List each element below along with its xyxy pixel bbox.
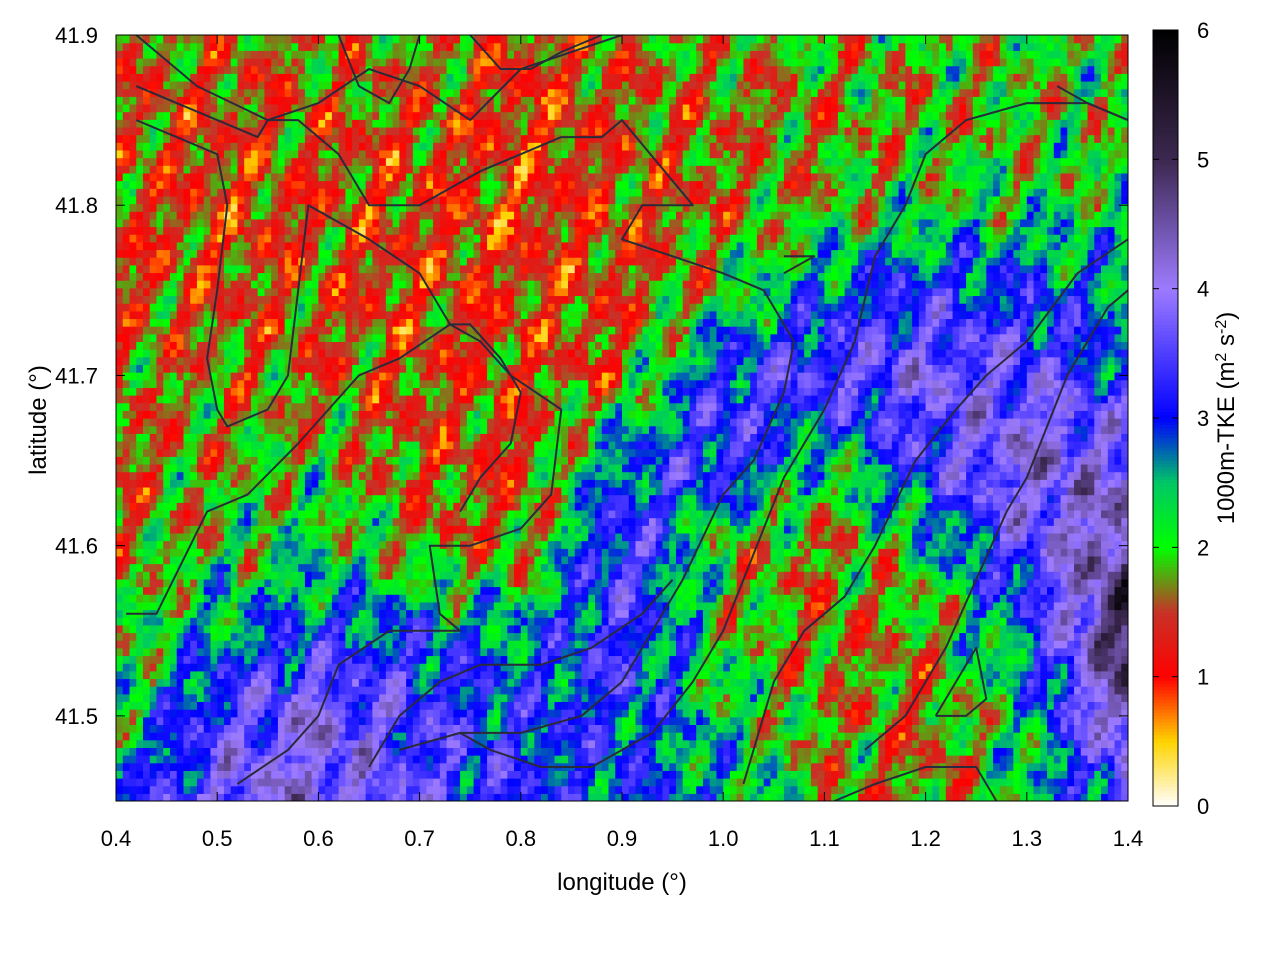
contour-line-3 bbox=[135, 35, 623, 122]
contour-line-10 bbox=[934, 646, 988, 717]
contour-line-8 bbox=[459, 392, 522, 513]
y-axis: 41.5 41.6 41.7 41.8 41.9 bbox=[55, 23, 1128, 729]
colorbar-tick-label: 4 bbox=[1197, 277, 1209, 302]
heatmap-field bbox=[116, 35, 1128, 801]
x-tick-label: 0.9 bbox=[607, 826, 638, 851]
colorbar-tick-label: 5 bbox=[1197, 147, 1209, 172]
x-tick-label: 1.4 bbox=[1113, 826, 1144, 851]
x-tick-label: 1.0 bbox=[708, 826, 739, 851]
y-tick-label: 41.7 bbox=[55, 363, 98, 388]
y-axis-title: latitude (°) bbox=[25, 365, 52, 475]
y-tick-label: 41.8 bbox=[55, 193, 98, 218]
contour-line-5 bbox=[469, 35, 603, 70]
x-axis: 0.4 0.5 0.6 0.7 0.8 0.9 1.0 1.1 1.2 1.3 1.4 bbox=[101, 35, 1144, 851]
contour-line-9 bbox=[459, 102, 1128, 768]
contour-lines bbox=[126, 35, 1128, 801]
x-tick-label: 0.7 bbox=[404, 826, 435, 851]
contour-line-14 bbox=[1056, 85, 1128, 122]
contour-line-7 bbox=[864, 289, 1128, 751]
colorbar-tick-label: 1 bbox=[1197, 665, 1209, 690]
x-tick-label: 0.4 bbox=[101, 826, 132, 851]
x-tick-label: 1.3 bbox=[1012, 826, 1043, 851]
colorbar-tick-label: 6 bbox=[1197, 18, 1209, 43]
colorbar-title: 1000m-TKE (m2 s-2) bbox=[1213, 312, 1241, 525]
x-axis-title: longitude (°) bbox=[557, 869, 687, 896]
colorbar-title-end: ) bbox=[1213, 312, 1240, 320]
contour-line-6 bbox=[742, 238, 1128, 785]
y-tick-label: 41.9 bbox=[55, 23, 98, 48]
x-tick-label: 1.1 bbox=[809, 826, 840, 851]
colorbar-title-mid: s bbox=[1213, 334, 1240, 353]
x-tick-label: 0.5 bbox=[202, 826, 233, 851]
x-tick-label: 0.6 bbox=[303, 826, 334, 851]
y-tick-label: 41.5 bbox=[55, 704, 98, 729]
colorbar-ticks: 0 1 2 3 4 5 6 bbox=[1153, 18, 1209, 819]
contour-line-11 bbox=[834, 766, 998, 801]
colorbar-tick-label: 2 bbox=[1197, 535, 1209, 560]
y-tick-label: 41.6 bbox=[55, 534, 98, 559]
contour-line-2 bbox=[126, 323, 522, 615]
contour-line-0 bbox=[135, 85, 795, 751]
colorbar-tick-label: 0 bbox=[1197, 794, 1209, 819]
x-tick-label: 1.2 bbox=[910, 826, 941, 851]
colorbar-title-text: 1000m-TKE (m bbox=[1213, 362, 1240, 525]
contour-line-4 bbox=[337, 35, 421, 105]
colorbar-title-exp2: -2 bbox=[1213, 320, 1230, 334]
colorbar-title-exp1: 2 bbox=[1213, 353, 1230, 362]
contour-line-12 bbox=[783, 255, 816, 275]
colorbar-tick-label: 3 bbox=[1197, 406, 1209, 431]
colorbar-gradient bbox=[1153, 30, 1178, 807]
x-tick-label: 0.8 bbox=[506, 826, 537, 851]
colorbar: 0 1 2 3 4 5 6 1000m-TKE (m2 s-2) bbox=[1152, 18, 1241, 819]
contour-line-13 bbox=[368, 579, 674, 768]
